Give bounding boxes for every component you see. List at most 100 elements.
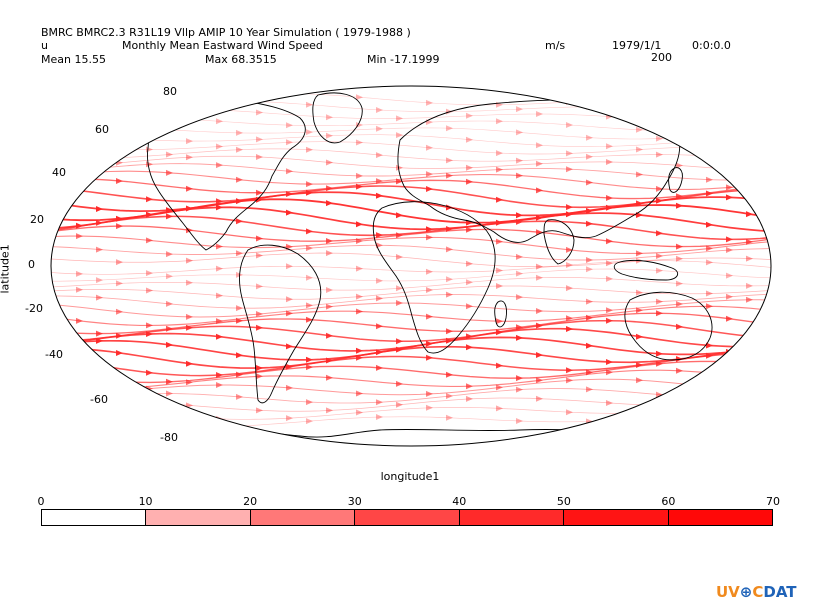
stream-arrow: [306, 228, 313, 235]
stream-arrow: [606, 195, 613, 201]
stream-arrow: [496, 283, 503, 289]
stream-arrow: [396, 346, 403, 353]
streamline: [51, 285, 771, 300]
stream-arrow: [186, 360, 193, 367]
colorbar-box: [459, 509, 565, 526]
stream-arrow: [706, 290, 713, 297]
colorbar: [41, 509, 773, 526]
stream-arrow: [306, 302, 313, 309]
streamline: [51, 319, 771, 343]
lat-tick-80: 80: [163, 85, 177, 98]
stream-arrow: [536, 187, 543, 194]
stream-arrow: [236, 129, 243, 136]
stream-arrow: [256, 189, 263, 196]
stream-arrow: [726, 293, 733, 300]
stream-arrow: [566, 262, 573, 268]
stream-arrow: [586, 220, 593, 227]
stream-arrow: [656, 267, 663, 274]
stream-arrow: [216, 162, 223, 169]
africa-coast: [372, 201, 496, 354]
stream-arrow: [446, 172, 453, 179]
stream-arrow: [236, 176, 243, 183]
stream-arrow: [496, 384, 503, 391]
streamline: [51, 170, 771, 190]
stream-arrow: [96, 392, 103, 399]
stream-arrow: [636, 250, 643, 257]
stream-arrow: [306, 189, 313, 196]
streamline: [51, 117, 771, 132]
stream-arrow: [326, 200, 333, 207]
logo-part-2: C: [752, 583, 764, 601]
mean-stat: Mean 15.55: [41, 53, 106, 66]
stream-arrow: [306, 129, 313, 136]
stream-arrow: [606, 260, 613, 267]
stream-arrow: [566, 315, 573, 322]
stream-arrow: [516, 253, 523, 260]
stream-arrow: [676, 301, 683, 307]
stream-arrow: [186, 324, 193, 331]
logo-part-3: DAT: [763, 583, 797, 601]
streamline: [51, 134, 771, 147]
streamline: [51, 141, 771, 155]
stream-arrow: [116, 350, 123, 356]
stream-arrow: [706, 303, 713, 310]
stream-arrow: [446, 291, 453, 298]
plot-title: BMRC BMRC2.3 R31L19 Vllp AMIP 10 Year Si…: [41, 26, 411, 39]
stream-arrow: [256, 235, 263, 242]
stream-arrow: [96, 206, 103, 212]
stream-arrow: [216, 92, 223, 98]
stream-arrow: [586, 153, 593, 160]
stream-arrow: [326, 374, 333, 381]
stream-arrow: [236, 98, 243, 105]
stream-arrow: [396, 132, 403, 139]
stream-arrow: [146, 322, 153, 329]
stream-arrow: [306, 181, 313, 188]
stream-arrow: [396, 338, 403, 345]
stream-arrow: [286, 122, 293, 129]
antarctica-coast: [129, 428, 691, 446]
streamline: [51, 305, 771, 326]
stream-arrow: [446, 157, 453, 164]
stream-arrow: [356, 308, 363, 315]
stream-arrow: [286, 209, 293, 216]
stream-arrow: [676, 367, 683, 374]
stream-arrow: [356, 347, 363, 354]
stream-arrow: [116, 259, 123, 266]
stream-arrow: [566, 204, 573, 211]
lat-tick-20: 20: [30, 213, 44, 226]
stream-arrow: [76, 167, 83, 174]
uvcdat-logo: UV⊕CDAT: [716, 583, 797, 601]
level-label: 200: [651, 51, 672, 64]
stream-arrow: [706, 383, 713, 390]
streamline: [51, 299, 771, 318]
streamline: [51, 413, 771, 428]
stream-arrow: [606, 204, 613, 211]
stream-arrow: [326, 250, 333, 257]
stream-arrow: [376, 295, 383, 302]
australia-coast: [624, 291, 713, 361]
stream-arrow: [326, 132, 333, 139]
stream-arrow: [726, 184, 733, 191]
date-label: 1979/1/1: [612, 39, 662, 52]
stream-arrow: [236, 305, 243, 312]
stream-arrow: [606, 317, 613, 324]
north-america-coast: [147, 97, 306, 251]
stream-arrow: [146, 196, 153, 203]
stream-arrow: [496, 405, 503, 412]
stream-arrow: [706, 352, 713, 359]
stream-arrow: [656, 414, 663, 421]
stream-arrow: [586, 257, 593, 263]
stream-arrow: [656, 310, 663, 317]
stream-arrow: [396, 401, 403, 408]
stream-arrow: [656, 105, 663, 112]
stream-arrow: [356, 238, 363, 244]
stream-arrow: [236, 352, 243, 359]
stream-arrow: [186, 279, 193, 286]
stream-arrow: [376, 364, 383, 371]
madagascar-coast: [494, 300, 507, 328]
map-outline: [50, 85, 772, 447]
stream-arrow: [656, 135, 663, 142]
stream-arrow: [516, 386, 523, 393]
stream-arrow: [536, 352, 543, 358]
